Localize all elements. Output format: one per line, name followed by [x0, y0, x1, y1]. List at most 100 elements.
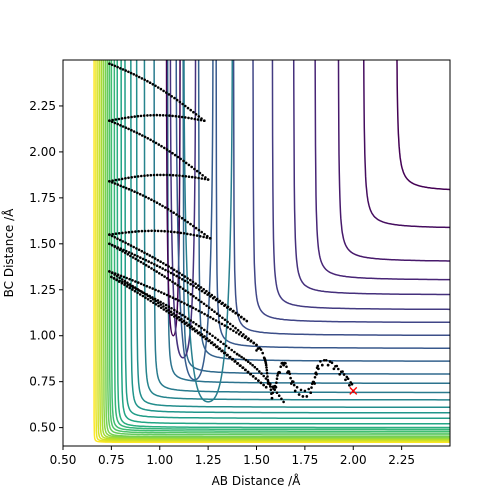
trajectory-point — [130, 128, 133, 132]
trajectory-point — [223, 318, 227, 322]
trajectory-point — [113, 273, 116, 276]
trajectory-point — [115, 278, 119, 281]
trajectory-point — [180, 273, 184, 277]
trajectory-point — [136, 291, 139, 295]
trajectory-point — [154, 84, 157, 88]
trajectory-point — [181, 278, 184, 281]
trajectory-point — [161, 114, 165, 117]
trajectory-point — [174, 314, 178, 317]
trajectory-point — [277, 394, 281, 398]
trajectory-point — [188, 326, 192, 329]
trajectory-point — [169, 209, 173, 213]
trajectory-point — [156, 86, 160, 89]
trajectory-point — [246, 370, 250, 374]
trajectory-point — [208, 332, 212, 336]
trajectory-point — [127, 230, 131, 234]
y-tick-label: 1.25 — [29, 283, 56, 297]
trajectory-point — [160, 144, 163, 148]
trajectory-point — [288, 372, 292, 376]
y-tick-label: 1.00 — [29, 329, 56, 343]
trajectory-point — [135, 131, 139, 135]
trajectory-point — [174, 114, 178, 118]
trajectory-point — [212, 343, 215, 347]
trajectory-point — [228, 322, 232, 326]
trajectory-point — [269, 385, 272, 388]
trajectory-point — [218, 314, 221, 318]
trajectory-point — [233, 350, 236, 354]
trajectory-point — [172, 268, 176, 272]
trajectory-point — [191, 306, 195, 310]
trajectory-point — [126, 281, 129, 285]
trajectory-point — [205, 236, 209, 239]
trajectory-point — [171, 173, 175, 177]
trajectory-point — [155, 270, 158, 273]
trajectory-point — [131, 279, 134, 282]
trajectory-point — [146, 298, 150, 301]
end-marker — [349, 386, 358, 395]
trajectory-point — [129, 284, 132, 288]
trajectory-point — [127, 127, 130, 131]
trajectory-point — [170, 307, 173, 310]
trajectory-point — [114, 232, 118, 235]
trajectory-point — [162, 305, 165, 308]
trajectory-point — [113, 182, 117, 185]
trajectory-point — [186, 277, 189, 280]
trajectory-point — [110, 181, 114, 184]
trajectory-point — [253, 365, 257, 369]
trajectory-point — [171, 151, 174, 155]
trajectory-point — [284, 362, 287, 365]
trajectory-point — [108, 233, 111, 236]
trajectory-point — [186, 291, 190, 294]
trajectory-point — [208, 237, 212, 240]
trajectory-point — [230, 348, 233, 352]
trajectory-point — [220, 349, 223, 353]
trajectory-point — [121, 240, 125, 243]
trajectory-point — [138, 293, 142, 296]
trajectory-point — [181, 174, 184, 178]
trajectory-point — [187, 175, 191, 178]
trajectory-point — [193, 117, 197, 121]
trajectory-point — [114, 118, 118, 121]
trajectory-point — [254, 377, 257, 380]
trajectory-point — [171, 114, 174, 118]
trajectory-point — [255, 349, 258, 352]
contour-line — [95, 60, 450, 443]
trajectory-point — [192, 233, 196, 237]
trajectory-point — [176, 231, 179, 234]
trajectory-point — [178, 312, 181, 315]
trajectory-point — [163, 275, 166, 278]
trajectory-point — [152, 268, 156, 272]
trajectory-point — [326, 363, 330, 367]
trajectory-point — [215, 312, 219, 316]
trajectory-point — [175, 213, 178, 216]
trajectory-point — [153, 257, 157, 260]
trajectory-point — [168, 114, 171, 117]
trajectory-point — [130, 252, 134, 255]
trajectory-point — [238, 364, 242, 368]
trajectory-point — [299, 388, 303, 392]
trajectory-point — [166, 207, 170, 211]
trajectory-point — [159, 173, 162, 177]
trajectory-point — [209, 315, 212, 319]
trajectory-point — [121, 68, 125, 71]
trajectory-point — [171, 280, 174, 284]
trajectory-point — [139, 114, 143, 118]
trajectory-point — [186, 281, 190, 284]
trajectory-point — [199, 118, 203, 122]
trajectory-point — [206, 314, 209, 317]
contour-line — [182, 60, 450, 375]
trajectory-point — [259, 348, 263, 351]
trajectory-point — [235, 331, 238, 334]
trajectory-point — [164, 206, 167, 209]
trajectory-point — [198, 171, 202, 175]
trajectory-point — [205, 289, 208, 293]
trajectory-point — [282, 363, 285, 367]
trajectory-point — [166, 230, 170, 233]
contour-line — [153, 60, 450, 394]
trajectory-point — [170, 95, 173, 98]
trajectory-point — [287, 370, 291, 373]
trajectory-point — [127, 116, 130, 119]
trajectory-point — [144, 195, 148, 199]
trajectory-point — [200, 177, 204, 180]
trajectory-point — [236, 362, 239, 365]
